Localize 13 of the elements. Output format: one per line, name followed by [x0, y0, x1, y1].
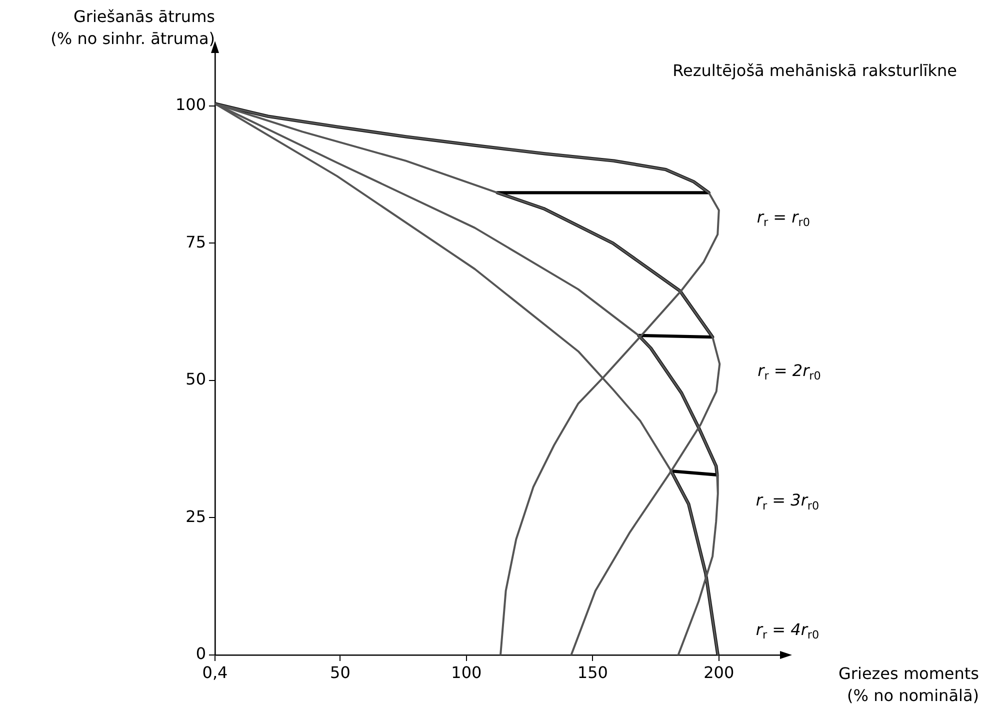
x-tick-label: 150	[577, 662, 608, 682]
x-tick-label: 200	[704, 662, 734, 682]
y-tick-label: 0	[196, 644, 206, 664]
x-axis-title: Griezes moments (% no nominālā)	[838, 664, 979, 706]
y-tick-label: 100	[175, 95, 206, 114]
x-tick-label: 0,4	[202, 662, 228, 682]
y-tick-label: 75	[186, 232, 206, 252]
x-tick-label: 50	[330, 662, 350, 682]
y-tick-label: 50	[186, 370, 206, 389]
x-tick-label: 100	[451, 662, 482, 682]
y-axis-title: Griešanās ātrums (% no sinhr. ātruma)	[50, 7, 215, 48]
annotation: Rezultējošā mehāniskā raksturlīkne	[672, 61, 957, 80]
y-tick-label: 25	[186, 506, 206, 526]
